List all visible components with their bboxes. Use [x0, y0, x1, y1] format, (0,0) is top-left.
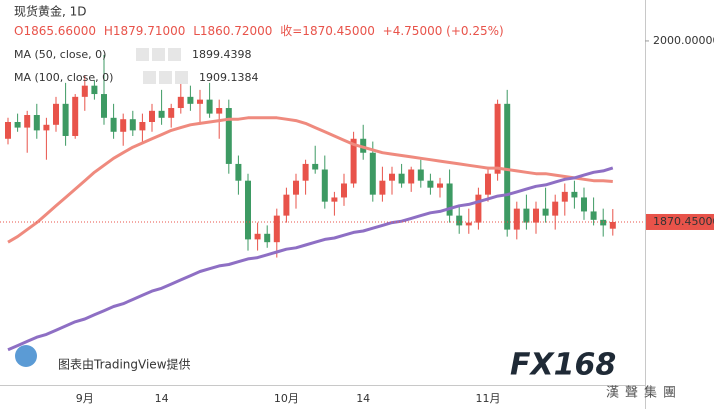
- legend-icons[interactable]: [136, 48, 181, 61]
- candle-body: [581, 197, 587, 212]
- candle-body: [273, 215, 280, 243]
- last-price-label: 1870.45000: [653, 215, 714, 228]
- candle-body: [264, 233, 271, 243]
- candle-body: [437, 183, 443, 188]
- ohlc-close: 收=1870.45000: [280, 24, 375, 38]
- candle-body: [254, 233, 261, 240]
- ohlc-low: L1860.72000: [193, 24, 272, 38]
- candle-body: [389, 173, 395, 181]
- candle-body: [120, 119, 127, 132]
- candle-body: [475, 194, 482, 223]
- legend-value: 1899.4398: [192, 48, 252, 61]
- ohlc-line: O1865.66000 H1879.71000 L1860.72000 收=18…: [14, 24, 504, 38]
- candle-body: [139, 121, 146, 131]
- candle-body: [245, 180, 251, 240]
- watermark-group: 漢聲集團: [606, 385, 682, 401]
- legend-value: 1909.1384: [199, 71, 259, 84]
- eye-icon[interactable]: [143, 71, 156, 84]
- close-icon[interactable]: [168, 48, 181, 61]
- close-icon[interactable]: [175, 71, 188, 84]
- candle-body: [293, 180, 299, 195]
- candle-body: [561, 191, 568, 202]
- legend-icons[interactable]: [143, 71, 188, 84]
- candle-body: [283, 194, 290, 216]
- candle-body: [369, 152, 376, 195]
- x-tick-label: 11月: [476, 392, 501, 405]
- candle-body: [571, 191, 578, 198]
- candle-body: [494, 103, 501, 174]
- candle-body: [379, 180, 386, 195]
- candle-body: [302, 163, 309, 181]
- candle-body: [235, 163, 242, 181]
- candle-body: [53, 103, 59, 125]
- x-tick-label: 14: [356, 392, 370, 405]
- candle-body: [206, 99, 213, 114]
- candle-body: [72, 96, 79, 136]
- candle-body: [225, 108, 232, 164]
- y-tick-label: 2000.00000: [653, 34, 714, 47]
- candle-body: [552, 201, 559, 216]
- credit: 图表由TradingView提供: [58, 357, 191, 372]
- candle-body: [129, 119, 136, 131]
- candle-body: [542, 208, 549, 216]
- candle-body: [24, 115, 31, 128]
- watermark-brand: FX168: [510, 348, 616, 383]
- candle-body: [600, 219, 607, 226]
- candle-body: [62, 103, 69, 136]
- candle-body: [446, 183, 453, 216]
- candle-body: [609, 221, 616, 229]
- candle-body: [187, 96, 194, 104]
- candle-body: [91, 85, 98, 95]
- candle-body: [81, 85, 88, 97]
- candle-body: [168, 108, 175, 118]
- x-tick-label: 10月: [274, 392, 299, 405]
- candle-body: [341, 183, 347, 198]
- ohlc-open: O1865.66000: [14, 24, 96, 38]
- candle-body: [158, 110, 165, 118]
- candle-body: [398, 173, 405, 184]
- candle-body: [485, 173, 491, 195]
- candle-body: [14, 121, 21, 128]
- candle-body: [350, 138, 357, 184]
- candle-body: [177, 96, 184, 109]
- candle-body: [312, 163, 319, 170]
- candle-body: [110, 117, 117, 132]
- candle-body: [465, 222, 472, 226]
- x-tick-label: 9月: [76, 392, 94, 405]
- last-price-box: [646, 213, 714, 230]
- candle-body: [417, 169, 424, 181]
- candle-body: [197, 99, 203, 104]
- legend-label: MA (100, close, 0): [14, 71, 113, 84]
- plot-area: [5, 54, 616, 352]
- ohlc-change: +4.75000 (+0.25%): [383, 24, 504, 38]
- candle-body: [533, 208, 539, 223]
- candle-body: [523, 208, 530, 223]
- candle-body: [216, 108, 223, 114]
- settings-icon[interactable]: [159, 71, 172, 84]
- candle-body: [33, 115, 40, 131]
- candle-body: [513, 208, 520, 230]
- eye-icon[interactable]: [136, 48, 149, 61]
- settings-icon[interactable]: [152, 48, 165, 61]
- candle-body: [504, 103, 511, 230]
- candle-body: [408, 169, 415, 184]
- candle-body: [590, 211, 597, 220]
- ma-line: [7, 116, 613, 244]
- x-tick-label: 14: [155, 392, 169, 405]
- candle-body: [331, 197, 338, 202]
- candle-body: [456, 215, 463, 226]
- legend-label: MA (50, close, 0): [14, 48, 106, 61]
- candle-body: [5, 121, 11, 139]
- candle-body: [43, 124, 50, 131]
- candle-body: [427, 180, 434, 188]
- ohlc-high: H1879.71000: [104, 24, 186, 38]
- candle-body: [101, 94, 107, 118]
- candle-body: [321, 169, 328, 202]
- tradingview-icon: [15, 345, 37, 367]
- candle-body: [149, 110, 155, 122]
- symbol: 现货黄金, 1D: [14, 4, 87, 19]
- ma-line: [7, 166, 614, 352]
